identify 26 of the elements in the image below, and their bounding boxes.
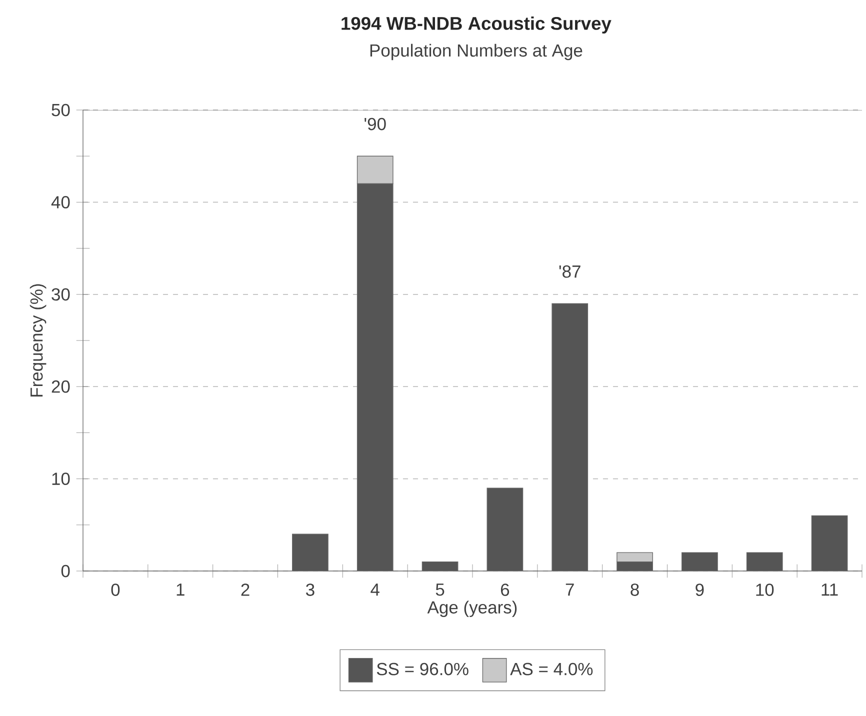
y-tick-label: 50 xyxy=(52,104,70,116)
x-tick-label: 11 xyxy=(822,584,838,596)
x-tick-label: 3 xyxy=(306,584,314,596)
x-tick-label: 6 xyxy=(500,584,510,596)
legend-label: AS = 4.0% xyxy=(510,662,593,676)
y-tick-label: 10 xyxy=(52,472,70,486)
y-tick-label: 20 xyxy=(52,380,70,393)
x-tick-label: 7 xyxy=(566,584,574,596)
y-tick-label: 40 xyxy=(51,196,70,208)
legend-label: SS = 96.0% xyxy=(376,662,468,676)
x-tick-label: 9 xyxy=(696,584,704,596)
x-tick-label: 8 xyxy=(630,584,639,596)
y-tick-label: 30 xyxy=(52,288,70,301)
annotation: '90 xyxy=(364,118,386,130)
x-tick-label: 0 xyxy=(111,584,120,596)
x-tick-label: 10 xyxy=(756,584,774,596)
y-tick-label: 0 xyxy=(61,564,70,578)
x-axis-title: Age (years) xyxy=(427,600,517,618)
y-axis-title: Frequency (%) xyxy=(30,284,46,396)
annotation: '87 xyxy=(559,265,580,278)
x-tick-label: 5 xyxy=(436,584,444,596)
x-tick-label: 1 xyxy=(176,584,184,596)
x-tick-label: 4 xyxy=(370,584,380,596)
chart-subtitle: Population Numbers at Age xyxy=(370,44,582,60)
chart-title: 1994 WB-NDB Acoustic Survey xyxy=(342,16,612,34)
x-tick-label: 2 xyxy=(241,584,250,596)
